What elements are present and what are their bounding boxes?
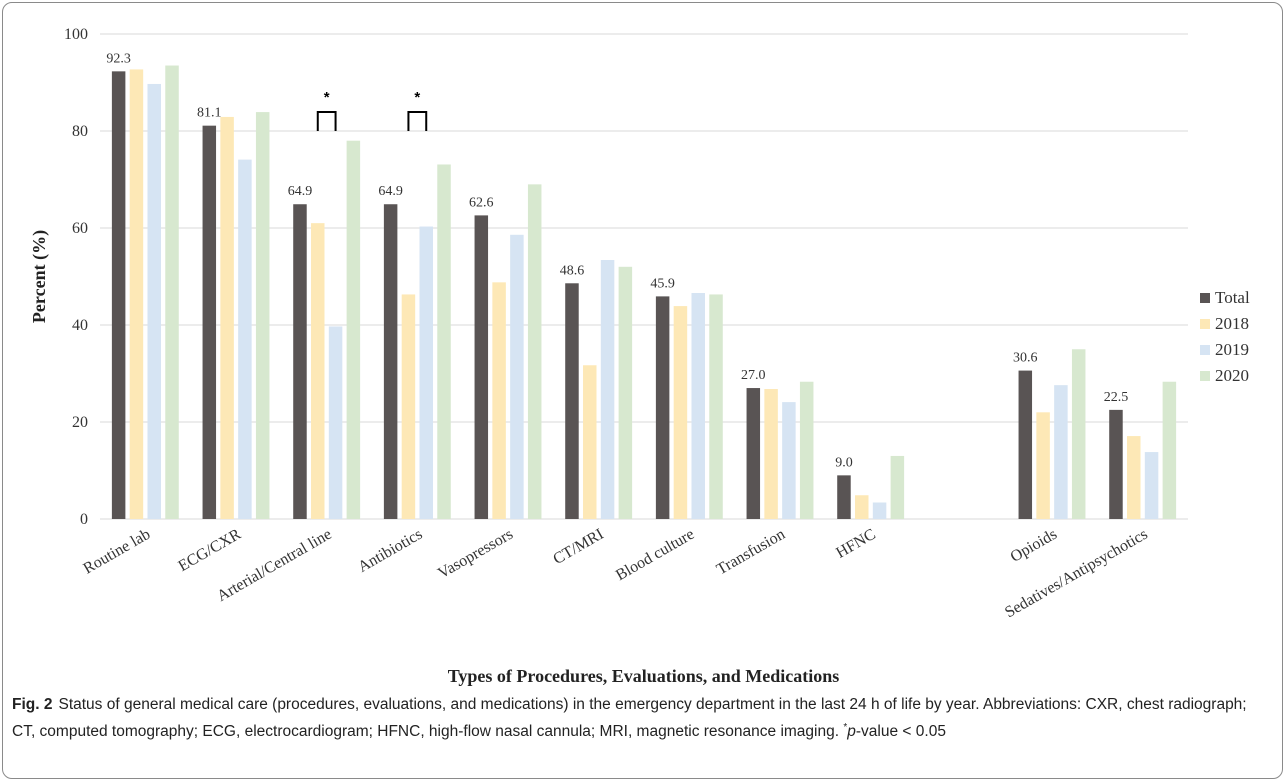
footnote-p: p <box>847 723 856 741</box>
data-label: 27.0 <box>741 368 766 383</box>
bar-2018 <box>311 223 325 519</box>
data-label: 64.9 <box>378 184 403 199</box>
x-tick-label: Vasopressors <box>435 526 516 582</box>
y-tick-label: 40 <box>72 317 88 334</box>
figure-caption: Fig. 2 Status of general medical care (pr… <box>12 693 1274 743</box>
x-tick-label: Blood culture <box>613 526 697 584</box>
y-tick-label: 20 <box>72 414 88 431</box>
significance-star: * <box>414 89 420 106</box>
x-tick-label: CT/MRI <box>550 526 606 568</box>
data-label: 92.3 <box>106 51 131 66</box>
data-label: 45.9 <box>650 276 675 291</box>
x-tick-label: HFNC <box>833 526 878 562</box>
bar-2019 <box>510 234 524 520</box>
bar-2020 <box>618 266 633 519</box>
bar-2019 <box>328 326 343 519</box>
legend-swatch <box>1200 319 1210 329</box>
bar-2019 <box>419 226 433 520</box>
bar-2020 <box>527 184 542 519</box>
bar-2019 <box>1144 452 1159 519</box>
bar-2018 <box>401 294 416 519</box>
bar-total <box>383 204 398 520</box>
bar-total <box>655 296 670 519</box>
footnote-text: -value < 0.05 <box>855 723 946 741</box>
x-tick-label: Transfusion <box>714 526 788 579</box>
bar-2020 <box>165 65 179 520</box>
bar-total <box>293 204 307 520</box>
legend-label: Total <box>1215 288 1250 307</box>
data-label: 30.6 <box>1013 351 1038 366</box>
x-tick-label: Opioids <box>1008 526 1060 566</box>
bar-total <box>1018 370 1033 519</box>
legend-swatch <box>1200 345 1210 355</box>
y-tick-label: 0 <box>80 511 88 528</box>
data-label: 22.5 <box>1104 390 1129 405</box>
significance-bracket <box>407 111 428 131</box>
data-label: 64.9 <box>288 184 313 199</box>
y-axis-title: Percent (%) <box>29 230 50 323</box>
bar-total <box>746 388 761 519</box>
bar-2019 <box>1054 385 1068 519</box>
bar-2018 <box>855 495 869 519</box>
bar-2018 <box>220 116 234 519</box>
bar-2018 <box>492 282 506 519</box>
x-tick-label: Sedatives/Antipsychotics <box>1002 526 1151 622</box>
bar-2019 <box>147 83 161 519</box>
legend-swatch <box>1200 371 1210 381</box>
y-tick-label: 100 <box>64 26 88 43</box>
footnote-mark: * <box>843 722 848 733</box>
bar-2019 <box>782 402 796 519</box>
x-tick-label: ECG/CXR <box>175 526 244 576</box>
bar-2018 <box>583 365 597 519</box>
y-tick-label: 80 <box>72 123 88 140</box>
x-tick-label: Routine lab <box>81 526 154 578</box>
data-label: 81.1 <box>197 106 222 121</box>
bar-total <box>474 215 489 519</box>
bar-2020 <box>1162 381 1177 519</box>
x-tick-label: Antibiotics <box>355 526 425 576</box>
bar-2018 <box>764 389 778 519</box>
bar-2020 <box>346 140 361 519</box>
figure-label: Fig. 2 <box>12 696 53 713</box>
legend-label: 2019 <box>1215 340 1249 359</box>
bar-2020 <box>799 381 814 519</box>
significance-bracket <box>316 111 337 131</box>
bar-2018 <box>1036 412 1050 519</box>
bar-2018 <box>1127 436 1141 519</box>
bar-2018 <box>673 306 688 519</box>
data-label: 62.6 <box>469 195 494 210</box>
x-axis-title: Types of Procedures, Evaluations, and Me… <box>447 666 840 686</box>
bar-total <box>202 125 217 519</box>
legend-label: 2018 <box>1215 314 1249 333</box>
bar-total <box>1109 409 1123 519</box>
bar-total <box>111 71 126 519</box>
legend-swatch <box>1200 293 1210 303</box>
bar-2020 <box>437 164 451 519</box>
bar-2019 <box>691 292 705 519</box>
significance-star: * <box>324 89 330 106</box>
bar-total <box>837 475 851 519</box>
caption-text: Status of general medical care (procedur… <box>12 696 1247 741</box>
data-label: 9.0 <box>835 455 853 470</box>
bar-2018 <box>129 69 144 519</box>
bar-2019 <box>872 502 887 519</box>
bar-2019 <box>238 159 252 520</box>
bar-2020 <box>255 112 270 520</box>
bar-2020 <box>890 455 905 519</box>
bar-2020 <box>1071 349 1086 519</box>
bar-chart: 0 20 40 60 80 100 Percent (%) 92.3 81.1 64.9 64.9 6… <box>29 26 1250 622</box>
legend-label: 2020 <box>1215 366 1249 385</box>
y-tick-label: 60 <box>72 220 88 237</box>
bar-total <box>565 283 579 519</box>
bar-2020 <box>709 294 723 519</box>
bar-2019 <box>600 260 615 519</box>
data-label: 48.6 <box>560 263 585 278</box>
